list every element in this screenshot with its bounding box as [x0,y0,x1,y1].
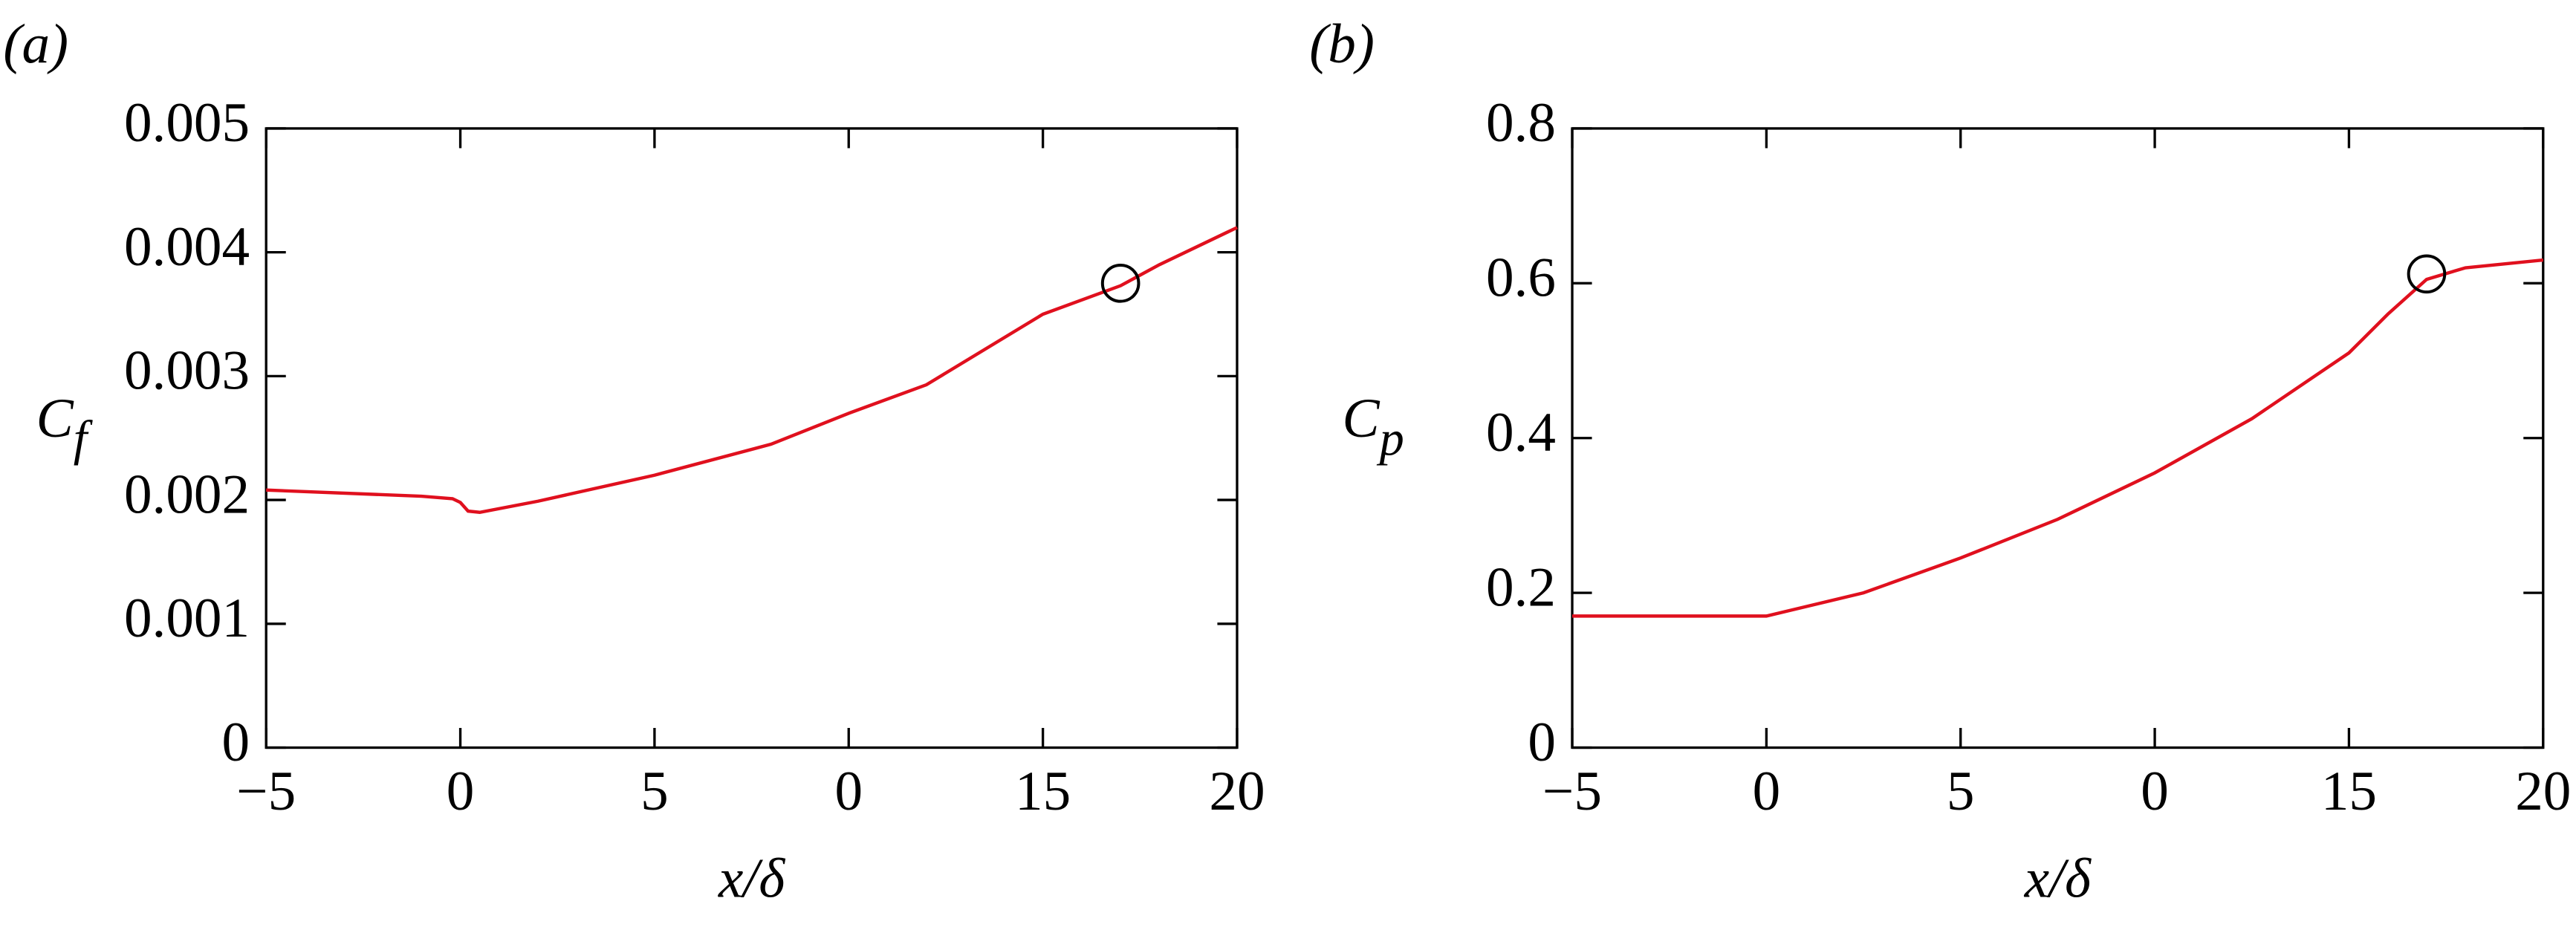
y-tick-label: 0.001 [124,588,250,649]
x-tick-label: 0 [2141,761,2169,822]
y-tick-label: 0.2 [1486,556,1556,618]
y-axis-label-subscript: f [74,412,94,466]
x-tick-label: −5 [1542,761,1602,822]
y-tick-label: 0 [1528,712,1556,773]
x-tick-label: 0 [1753,761,1781,822]
x-tick-label: 20 [2515,761,2571,822]
y-tick-label: 0 [222,712,250,773]
y-axis-label: Cp [1342,388,1404,466]
x-tick-label: 0 [834,761,863,822]
y-tick-label: 0.004 [124,216,250,278]
x-tick-label: 20 [1209,761,1265,822]
y-tick-label: 0.8 [1486,92,1556,154]
y-tick-label: 0.6 [1486,247,1556,309]
y-tick-label: 0.002 [124,464,250,525]
x-axis-label: x/δ [718,848,785,909]
x-tick-label: 0 [447,761,475,822]
y-axis-label-main: C [1342,388,1380,449]
x-tick-label: 15 [2321,761,2377,822]
data-line [1572,258,2543,618]
plot-frame [1571,127,2545,749]
x-tick-label: −5 [236,761,296,822]
panel-label: (a) [3,13,68,75]
marker-circle [2407,254,2447,294]
y-tick-label: 0.4 [1486,402,1556,464]
y-axis-label-main: C [36,388,74,449]
y-tick-label: 0.003 [124,340,250,402]
y-axis-label: Cf [36,388,94,466]
y-tick-label: 0.005 [124,92,250,154]
data-line [266,226,1238,514]
marker-circle [1100,264,1141,303]
y-axis-label-subscript: p [1377,412,1404,466]
x-tick-label: 5 [1947,761,1975,822]
x-tick-label: 15 [1015,761,1071,822]
plot-frame [265,127,1239,749]
panel-label: (b) [1309,13,1375,75]
x-axis-label: x/δ [2024,848,2092,909]
x-tick-label: 5 [640,761,669,822]
